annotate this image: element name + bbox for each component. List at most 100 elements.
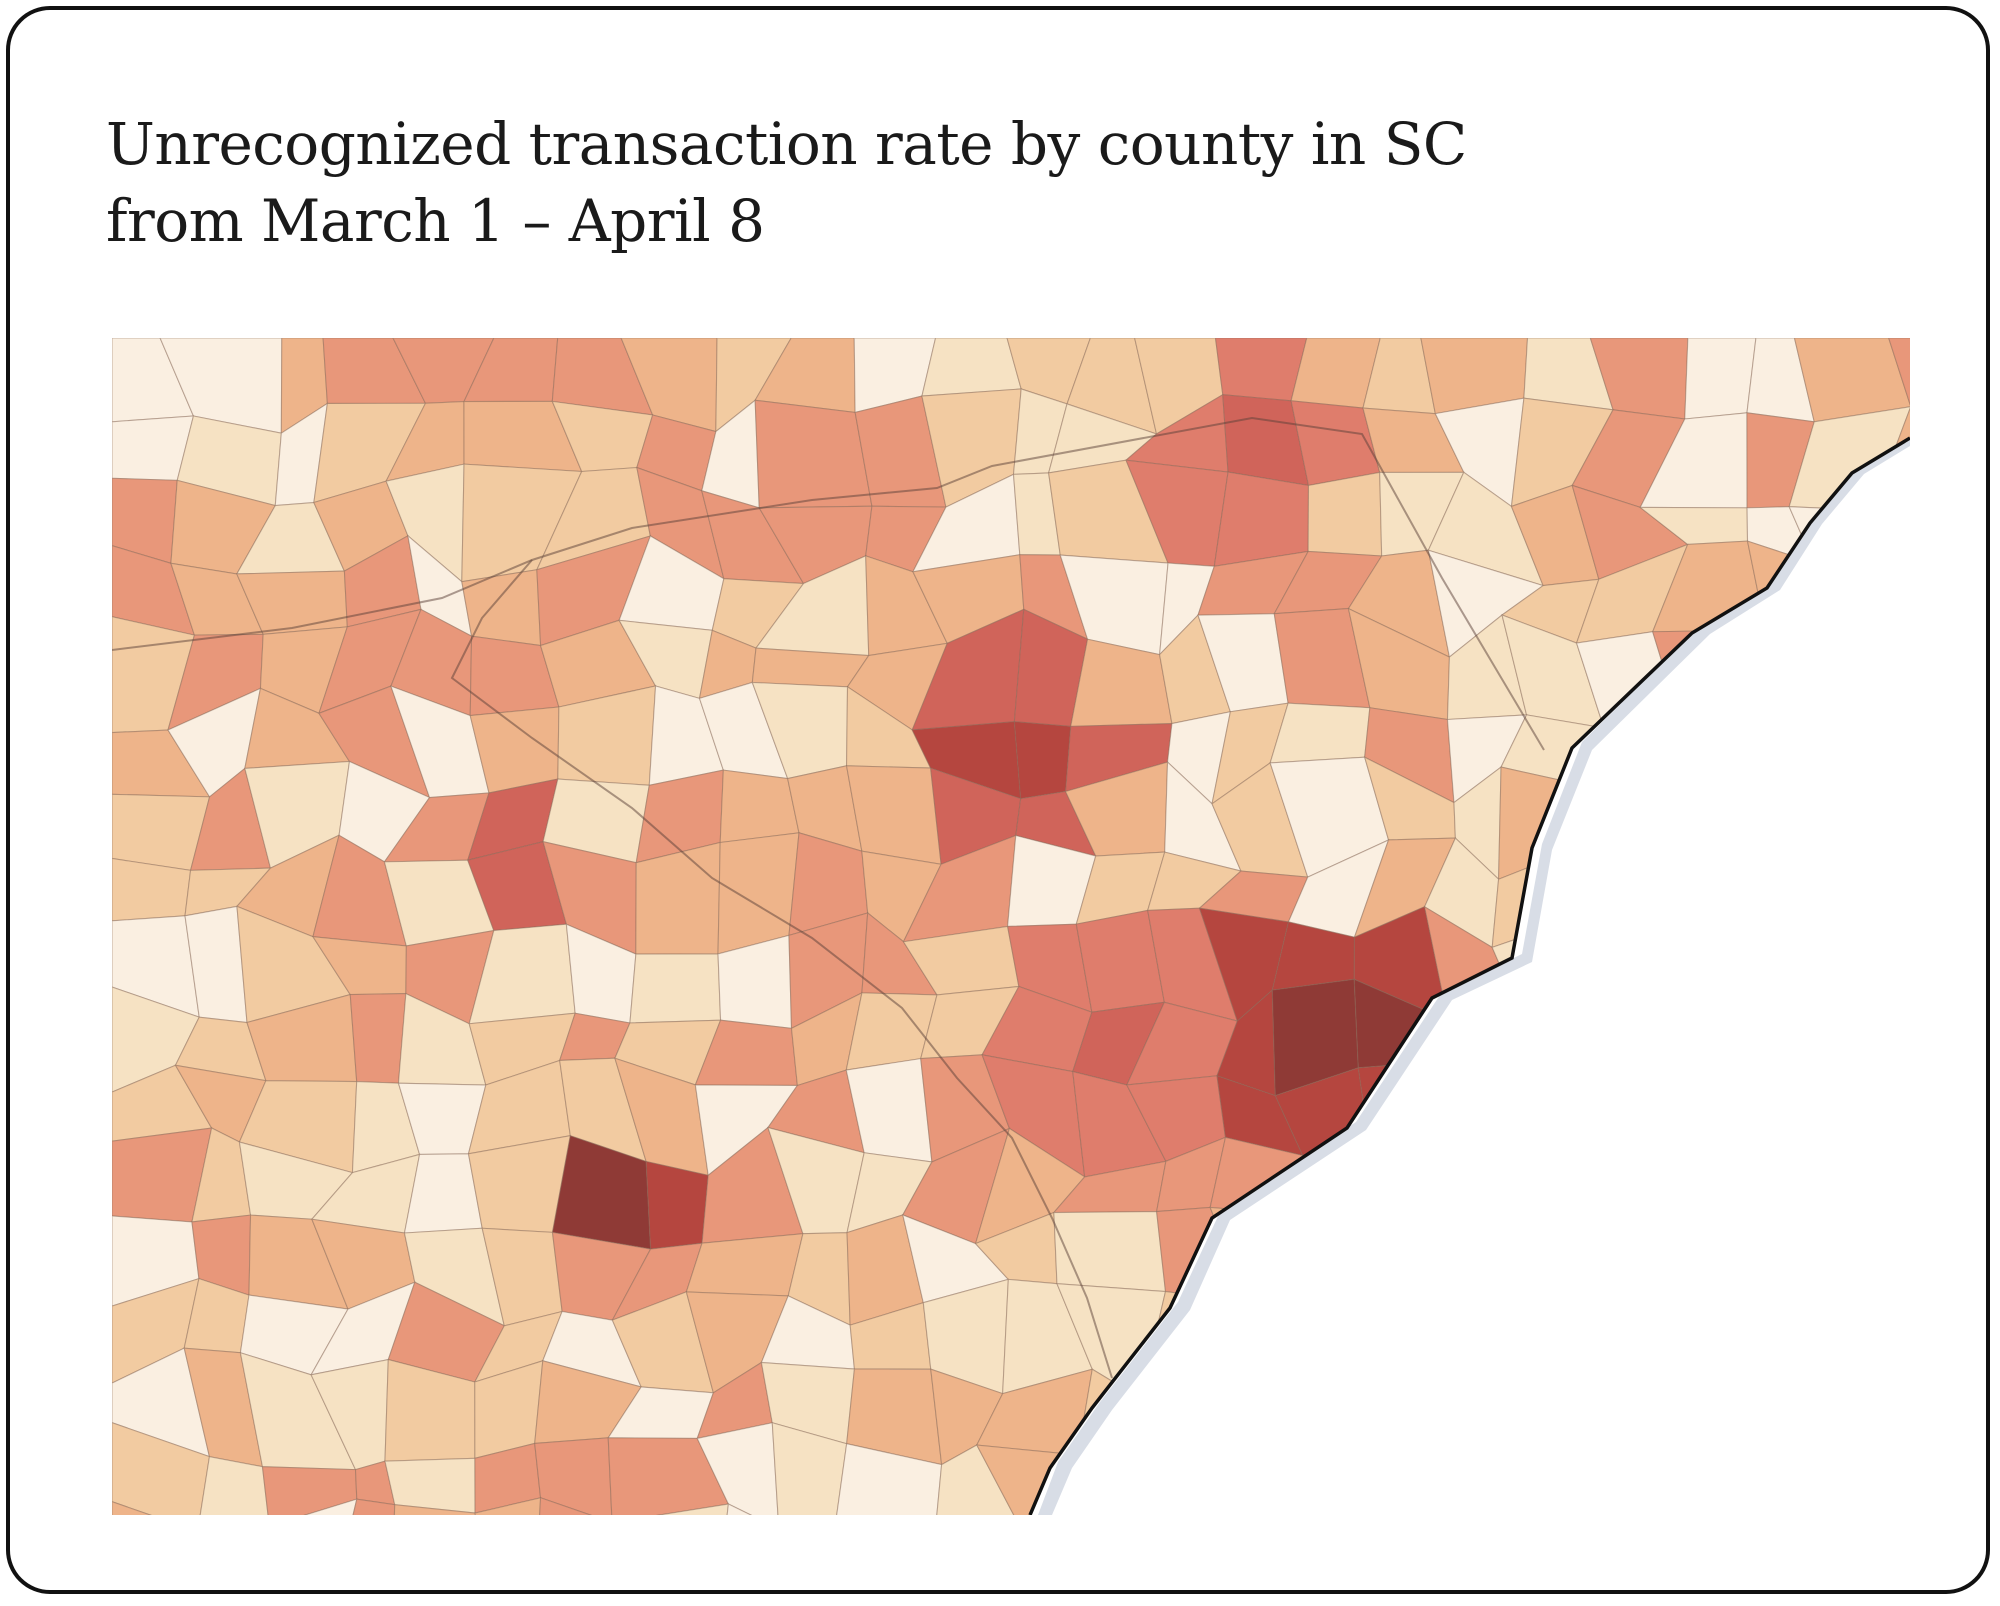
county-polygon <box>391 1504 485 1515</box>
county-polygon <box>170 479 277 575</box>
county-polygon <box>1271 978 1359 1097</box>
county-polygon <box>1053 1211 1167 1293</box>
county-polygon <box>1072 1070 1167 1178</box>
county-polygon <box>604 1503 730 1515</box>
county-polygon <box>474 1360 544 1460</box>
county-polygon <box>338 760 431 863</box>
title-line-1: Unrecognized transaction rate by county … <box>106 110 1467 178</box>
county-polygon <box>1887 338 1910 408</box>
county-polygon <box>1155 1136 1227 1213</box>
county-polygon <box>392 338 495 404</box>
county-polygon <box>1198 907 1290 1022</box>
county-polygons <box>112 338 1910 1515</box>
county-polygon <box>636 414 717 492</box>
county-polygon <box>112 415 195 481</box>
county-polygon <box>474 1497 542 1515</box>
county-polygon <box>235 570 348 635</box>
county-polygon <box>238 1080 358 1174</box>
county-polygon <box>922 1278 1009 1395</box>
county-polygon <box>1075 851 1166 925</box>
county-polygon <box>112 793 211 871</box>
county-polygon <box>754 554 870 657</box>
county-polygon <box>390 608 473 717</box>
county-polygon <box>758 505 873 585</box>
county-polygon <box>754 399 873 509</box>
county-polygon <box>717 832 800 955</box>
county-polygon <box>902 834 1017 943</box>
county-polygon <box>685 1233 804 1297</box>
map-card: Unrecognized transaction rate by county … <box>6 6 1990 1594</box>
county-polygon <box>349 993 407 1084</box>
county-polygon <box>112 477 178 565</box>
state-border-nc-sc <box>112 416 1545 751</box>
county-polygon <box>694 1084 799 1177</box>
county-polygon <box>645 1160 709 1250</box>
county-polygon <box>845 765 942 865</box>
title-line-2: from March 1 – April 8 <box>106 187 765 255</box>
county-polygon <box>534 1437 613 1515</box>
county-polygon <box>1446 614 1528 721</box>
county-polygon <box>929 767 1022 866</box>
county-polygon <box>629 953 722 1024</box>
county-polygon <box>280 338 328 435</box>
county-polygon <box>112 1127 213 1223</box>
county-polygon <box>1013 721 1072 800</box>
county-polygon <box>1006 338 1092 405</box>
map-title: Unrecognized transaction rate by county … <box>106 106 1806 260</box>
county-polygon <box>1269 756 1390 878</box>
state-border-sc-ga <box>450 559 1113 1379</box>
county-polygon <box>1638 506 1749 545</box>
county-polygon <box>1575 543 1689 644</box>
county-polygon <box>474 1442 542 1514</box>
county-polygon <box>558 1012 631 1062</box>
choropleth-map <box>112 338 1910 1515</box>
county-polygon <box>1125 1075 1227 1163</box>
county-polygon <box>832 1443 943 1515</box>
county-polygon <box>311 1218 416 1310</box>
county-polygon <box>1213 471 1310 567</box>
county-polygon <box>167 687 262 798</box>
coastline <box>1028 436 1910 1515</box>
county-polygon <box>313 402 427 504</box>
county-polygon <box>322 338 427 405</box>
county-polygon <box>711 578 805 649</box>
county-polygon <box>1273 550 1383 615</box>
county-polygon <box>921 338 1022 397</box>
county-polygon <box>696 1422 780 1515</box>
county-polygon <box>1362 407 1465 473</box>
county-polygon <box>1290 400 1381 487</box>
county-polygon <box>921 388 1022 508</box>
county-polygon <box>385 400 465 482</box>
county-polygon <box>551 400 654 473</box>
county-polygon <box>461 463 583 583</box>
county-polygon <box>241 1498 358 1515</box>
county-polygon <box>1510 397 1614 508</box>
county-polygon <box>611 1242 703 1322</box>
county-polygon <box>534 1360 643 1445</box>
county-polygon <box>473 1310 564 1383</box>
county-polygon <box>196 1456 270 1515</box>
county-polygon <box>912 554 1025 645</box>
county-polygon <box>244 760 351 869</box>
county-polygon <box>1307 471 1383 557</box>
county-polygon <box>1684 338 1757 420</box>
county-polygon <box>239 1294 349 1376</box>
county-polygon <box>719 769 800 844</box>
county-polygon <box>463 400 583 473</box>
county-polygon <box>930 1368 1004 1466</box>
county-polygon <box>184 867 272 917</box>
county-polygon <box>607 1386 715 1439</box>
county-polygon <box>387 1281 506 1383</box>
county-polygon <box>112 1421 211 1515</box>
county-polygon <box>854 395 947 508</box>
county-polygon <box>244 687 351 770</box>
county-polygon <box>788 832 869 937</box>
county-polygon <box>771 1422 848 1515</box>
county-polygon <box>1006 834 1097 928</box>
county-polygon <box>534 1497 613 1515</box>
county-polygon <box>467 1059 571 1155</box>
county-polygon <box>1446 714 1528 804</box>
county-polygon <box>635 841 721 955</box>
county-polygon <box>846 1152 933 1234</box>
county-polygon <box>235 501 346 575</box>
